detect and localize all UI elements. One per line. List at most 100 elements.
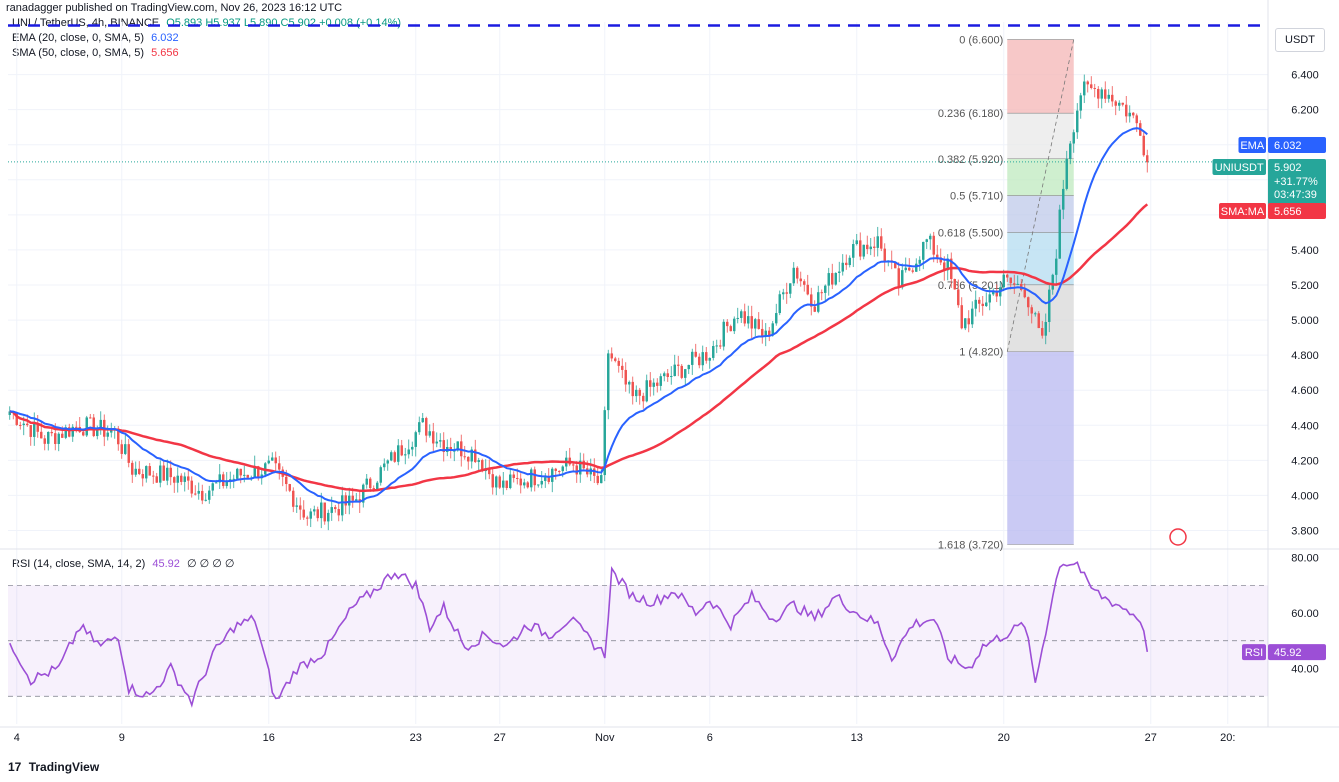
ema-20-line [9, 127, 1148, 504]
candle-body [120, 444, 123, 454]
candle-body [397, 445, 400, 462]
candle-body [558, 470, 561, 472]
lightning-icon [1169, 528, 1187, 546]
sma-legend-label: SMA (50, close, 0, SMA, 5) [12, 47, 145, 59]
ema-legend[interactable]: EMA (20, close, 0, SMA, 5) 6.032 [12, 32, 183, 44]
candle-body [239, 468, 242, 476]
candle-body [1142, 135, 1145, 156]
sma-tag-label-box [1219, 203, 1266, 219]
candle-body [187, 476, 190, 481]
candle-body [1044, 321, 1047, 336]
fib-level-label: 1 (4.820) [959, 347, 1003, 359]
candle-body [925, 239, 928, 242]
candle-body [649, 380, 652, 387]
candle-body [792, 267, 795, 284]
candle-body [428, 431, 431, 436]
candle-body [981, 303, 984, 307]
candle-body [775, 313, 778, 324]
candle-body [722, 321, 725, 347]
candle-body [708, 357, 711, 361]
candle-body [323, 502, 326, 522]
candle-body [747, 316, 750, 324]
candle-body [939, 257, 942, 263]
candle-body [1062, 188, 1065, 210]
candle-body [152, 475, 155, 477]
candle-body [1048, 289, 1051, 322]
publisher-header: ranadagger published on TradingView.com,… [6, 2, 343, 14]
sma-tag-value: 5.656 [1274, 206, 1302, 218]
candle-body [64, 427, 67, 438]
candle-body [362, 484, 365, 503]
symbol-legend[interactable]: UNI / TetherUS, 4h, BINANCE O5.893 H5.93… [12, 17, 405, 29]
candle-body [1111, 94, 1114, 102]
candle-body [495, 476, 498, 488]
sma-legend[interactable]: SMA (50, close, 0, SMA, 5) 5.656 [12, 47, 183, 59]
candle-body [974, 299, 977, 309]
candle-body [929, 235, 932, 240]
candle-body [327, 512, 330, 522]
candle-body [656, 382, 659, 386]
candle-body [918, 259, 921, 264]
candle-body [159, 465, 162, 483]
candle-body [1002, 274, 1005, 288]
candle-body [316, 509, 319, 519]
candle-body [365, 478, 368, 485]
candle-body [498, 476, 501, 488]
candle-body [57, 433, 60, 444]
candle-body [267, 460, 270, 464]
candle-body [1072, 132, 1075, 144]
candle-body [169, 467, 172, 478]
candle-body [1125, 104, 1128, 117]
candle-body [869, 246, 872, 250]
time-tick-label: 16 [263, 732, 275, 744]
candle-body [1041, 328, 1044, 336]
time-tick-label: 4 [14, 732, 20, 744]
candle-body [134, 468, 137, 475]
candle-body [509, 474, 512, 489]
candle-body [141, 474, 144, 479]
candle-body [659, 376, 662, 386]
candle-body [82, 432, 85, 436]
candle-body [313, 509, 316, 512]
candle-body [544, 477, 547, 481]
candle-body [355, 499, 358, 501]
candle-body [439, 440, 442, 442]
sma-legend-value: 5.656 [151, 47, 179, 59]
candle-body [299, 505, 302, 510]
candle-body [813, 306, 816, 312]
candle-body [43, 438, 46, 444]
candle-body [1146, 155, 1149, 163]
ema-tag-value: 6.032 [1274, 140, 1302, 152]
candle-body [992, 290, 995, 295]
candle-body [19, 424, 22, 426]
candle-body [537, 484, 540, 486]
candle-body [1121, 102, 1124, 105]
candle-body [908, 267, 911, 271]
rsi-tick-label: 60.00 [1291, 608, 1319, 620]
rsi-tag-label-box [1242, 644, 1266, 661]
candle-body [1069, 143, 1072, 159]
candle-body [642, 395, 645, 402]
time-tick-label: 20: [1220, 732, 1235, 744]
candle-body [768, 330, 771, 336]
candle-body [596, 475, 599, 484]
candle-body [512, 474, 515, 478]
candle-body [820, 292, 823, 294]
candle-body [208, 490, 211, 500]
candle-body [505, 480, 508, 489]
candle-body [757, 319, 760, 329]
candle-body [1065, 158, 1068, 189]
candle-body [1097, 88, 1100, 99]
price-tick-label: 5.400 [1291, 245, 1319, 257]
candle-body [386, 460, 389, 464]
candle-body [943, 262, 946, 271]
candle-body [988, 294, 991, 303]
rsi-legend[interactable]: RSI (14, close, SMA, 14, 2) 45.92 ∅ ∅ ∅ … [12, 557, 238, 570]
candle-body [645, 380, 648, 402]
candle-body [736, 317, 739, 319]
candle-body [47, 431, 50, 444]
candle-body [1083, 81, 1086, 96]
currency-selector[interactable]: USDT [1275, 28, 1325, 52]
candle-body [274, 457, 277, 464]
